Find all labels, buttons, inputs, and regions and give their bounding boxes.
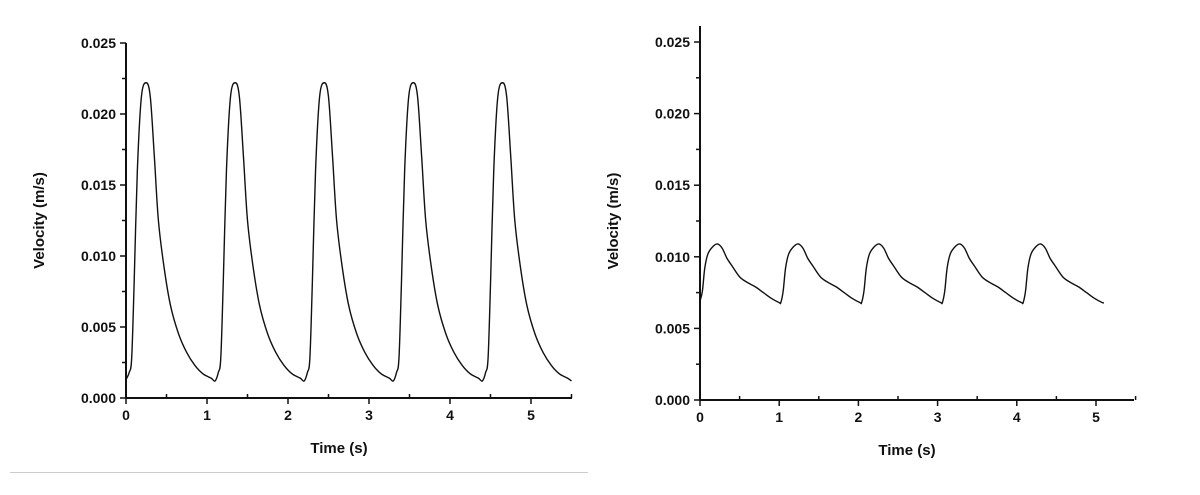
divider <box>10 472 588 473</box>
y-tick-label: 0.000 <box>655 392 690 408</box>
y-tick-label: 0.000 <box>81 390 116 406</box>
velocity-series-line <box>699 243 1105 305</box>
velocity-series-line <box>125 82 572 382</box>
y-axis-label: Velocity (m/s) <box>605 173 622 270</box>
y-tick-label: 0.015 <box>81 177 116 193</box>
y-tick-label: 0.005 <box>81 319 116 335</box>
x-tick-label: 4 <box>446 407 454 423</box>
y-tick-label: 0.010 <box>81 248 116 264</box>
x-axis-label: Time (s) <box>878 442 935 459</box>
y-tick-label: 0.010 <box>655 249 690 265</box>
x-tick-label: 0 <box>696 409 704 425</box>
y-tick-label: 0.025 <box>655 34 690 50</box>
y-axis-label: Velocity (m/s) <box>31 172 48 269</box>
y-tick-label: 0.025 <box>81 35 116 51</box>
x-tick-label: 1 <box>775 409 783 425</box>
chart-left: 0 1 2 3 4 5 0.000 0.005 0.010 0.015 0.020 0.025 Time… <box>31 35 573 457</box>
x-axis-label: Time (s) <box>310 440 367 457</box>
x-tick-label: 2 <box>855 409 863 425</box>
x-tick-label: 5 <box>527 407 535 423</box>
y-tick-label: 0.020 <box>655 106 690 122</box>
x-tick-label: 0 <box>122 407 130 423</box>
x-tick-label: 4 <box>1013 409 1021 425</box>
x-tick-label: 2 <box>284 407 292 423</box>
x-tick-label: 3 <box>365 407 373 423</box>
x-tick-label: 1 <box>203 407 211 423</box>
x-tick-label: 5 <box>1092 409 1100 425</box>
x-tick-label: 3 <box>934 409 942 425</box>
y-tick-label: 0.005 <box>655 320 690 336</box>
y-tick-label: 0.015 <box>655 177 690 193</box>
y-tick-label: 0.020 <box>81 106 116 122</box>
